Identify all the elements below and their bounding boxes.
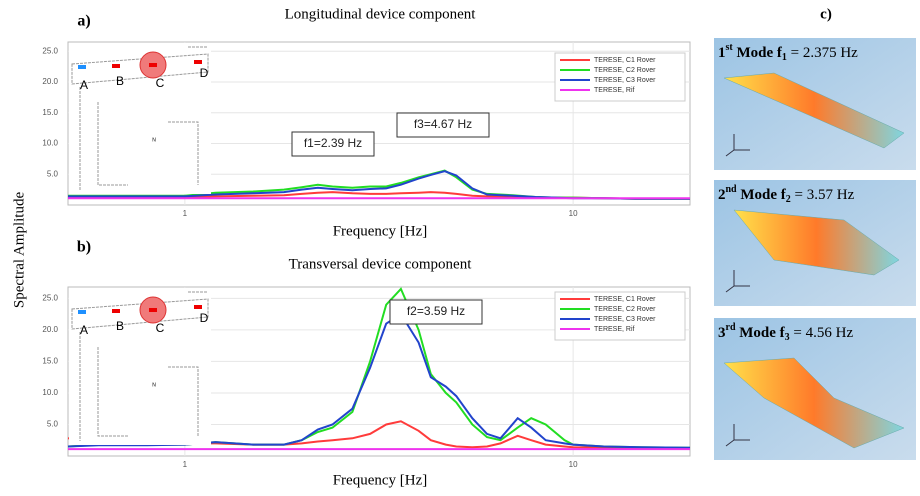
- y-tick-label: 15.0: [42, 357, 58, 366]
- mode-text: 1: [718, 45, 726, 61]
- mode-text: 2: [718, 187, 726, 203]
- panel-label: a): [77, 13, 90, 30]
- x-tick-label: 1: [183, 460, 188, 469]
- mode-text: Mode f: [733, 45, 783, 61]
- inset-label: D: [200, 66, 209, 80]
- x-axis-label: Frequency [Hz]: [333, 223, 428, 239]
- inset-label: N: [152, 382, 156, 388]
- mode-text: = 4.56 Hz: [790, 325, 854, 341]
- map-outline: [71, 46, 209, 190]
- axis-triad: [725, 270, 750, 293]
- sensor: [78, 65, 86, 69]
- inset-label: B: [116, 319, 124, 333]
- inset-label: N: [152, 137, 156, 143]
- sensor: [194, 305, 202, 309]
- mode-text: = 2.375 Hz: [787, 45, 858, 61]
- y-tick-label: 15.0: [42, 108, 58, 117]
- legend-label: TERESE, Rif: [594, 87, 635, 94]
- legend-label: TERESE, C1 Rover: [594, 57, 656, 64]
- y-tick-label: 10.0: [42, 388, 58, 397]
- legend-label: TERESE, Rif: [594, 326, 635, 333]
- x-tick-label: 10: [569, 209, 578, 218]
- y-tick-label: 5.0: [47, 420, 59, 429]
- mode-shape: [723, 72, 905, 149]
- inset-label: B: [116, 74, 124, 88]
- y-tick-label: 20.0: [42, 77, 58, 86]
- inset-map: A B C D N: [69, 288, 211, 445]
- legend-label: TERESE, C3 Rover: [594, 77, 656, 84]
- mode-title: 3rd Mode f3 = 4.56 Hz: [718, 322, 853, 343]
- annotation-box: [389, 299, 483, 325]
- sensor: [149, 308, 157, 312]
- sensor: [149, 63, 157, 67]
- mode-text: st: [726, 42, 734, 53]
- inset-map: A B C D N: [69, 43, 211, 194]
- axis-triad: [725, 134, 750, 157]
- legend-box: [554, 52, 686, 102]
- x-axis-label: Frequency [Hz]: [333, 472, 428, 488]
- annotation: f1=2.39 Hz: [304, 136, 362, 150]
- x-tick-label: 10: [569, 460, 578, 469]
- inset-label: A: [80, 323, 88, 337]
- mode-title: 1st Mode f1 = 2.375 Hz: [718, 42, 858, 63]
- legend-label: TERESE, C3 Rover: [594, 316, 656, 323]
- sensor: [78, 310, 86, 314]
- y-axis-label: Spectral Amplitude: [11, 192, 27, 309]
- chart-title: Transversal device component: [289, 256, 473, 272]
- y-tick-label: 5.0: [47, 169, 59, 178]
- mode-title: 2nd Mode f2 = 3.57 Hz: [718, 184, 855, 205]
- legend-label: TERESE, C2 Rover: [594, 306, 656, 313]
- mode-text: 3: [785, 332, 790, 343]
- sensor: [112, 64, 120, 68]
- annotation: f2=3.59 Hz: [407, 304, 465, 318]
- legend-label: TERESE, C1 Rover: [594, 296, 656, 303]
- y-tick-label: 20.0: [42, 325, 58, 334]
- y-tick-label: 10.0: [42, 139, 58, 148]
- mode-text: Mode f: [736, 325, 786, 341]
- annotation-box: [291, 131, 375, 157]
- mode-text: Mode f: [737, 187, 787, 203]
- inset-label: A: [80, 78, 88, 92]
- mode-shape: [723, 357, 905, 449]
- axis-triad: [725, 424, 750, 447]
- mode-text: rd: [726, 322, 736, 333]
- mode-shape: [733, 209, 900, 276]
- annotation-box: [396, 112, 490, 138]
- legend-label: TERESE, C2 Rover: [594, 67, 656, 74]
- inset-label: D: [200, 311, 209, 325]
- map-outline: [71, 291, 209, 441]
- panel-label: c): [820, 6, 832, 22]
- y-tick-label: 25.0: [42, 46, 58, 55]
- y-tick-label: 25.0: [42, 293, 58, 302]
- inset-bg: [69, 288, 211, 445]
- mode-text: = 3.57 Hz: [791, 187, 855, 203]
- mode-text: 2: [786, 194, 791, 205]
- x-tick-label: 1: [183, 209, 188, 218]
- chart-title: Longitudinal device component: [285, 6, 477, 22]
- panel-label: b): [77, 239, 91, 256]
- mode-text: nd: [726, 184, 738, 195]
- mode-text: 1: [782, 52, 787, 63]
- sensor: [194, 60, 202, 64]
- inset-label: C: [156, 321, 165, 335]
- inset-label: C: [156, 76, 165, 90]
- mode-text: 3: [718, 325, 726, 341]
- sensor: [112, 309, 120, 313]
- annotation: f3=4.67 Hz: [414, 117, 472, 131]
